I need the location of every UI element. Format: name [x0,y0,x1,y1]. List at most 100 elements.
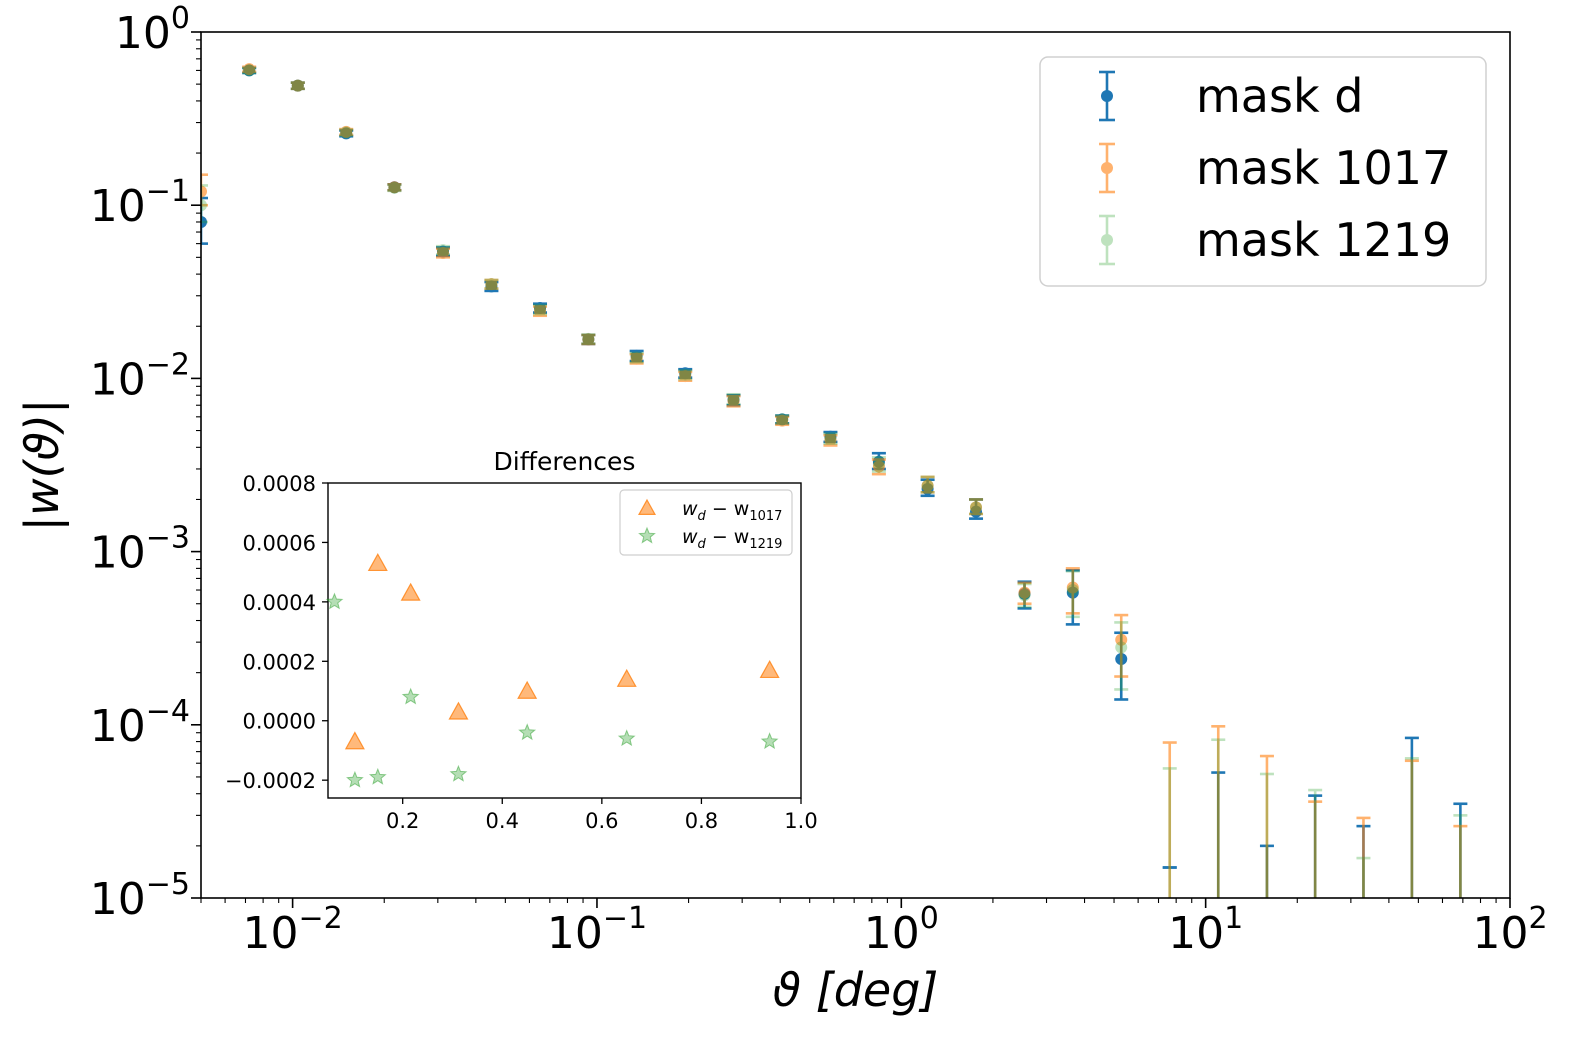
data-point [970,501,983,514]
data-point [921,479,934,492]
data-point [201,215,207,228]
inset-x-tick-label: 0.2 [386,809,419,833]
data-point [534,303,547,316]
inset-y-tick-label: −0.0002 [225,769,316,793]
data-point [582,332,595,345]
legend-marker [1099,70,1115,122]
y-tick-label: 10−2 [90,347,190,405]
data-point [776,414,789,427]
data-point [437,244,450,257]
inset-triangle-point [616,668,637,687]
data-point [727,393,740,406]
inset-triangle-point [400,582,421,601]
data-point [1066,581,1079,594]
legend-marker [1099,142,1115,194]
data-point [340,125,353,138]
inset-star-point [617,729,636,747]
inset-triangle-point [448,701,469,720]
data-point [1115,641,1128,654]
data-point [872,458,885,471]
data-point [824,432,837,445]
data-point [388,181,401,194]
inset-series-triangle [344,553,780,750]
inset-x-tick-label: 1.0 [784,809,817,833]
x-tick-label: 102 [1472,901,1547,959]
data-point [921,479,934,492]
inset-star-point [401,687,420,705]
y-tick-label: 10−1 [90,174,190,232]
inset-legend-triangle [637,498,657,515]
data-point [1018,586,1031,599]
inset-series-star [325,592,779,788]
data-point [679,368,692,381]
data-point [582,333,595,346]
data-point [201,199,207,212]
inset-y-tick-label: 0.0004 [243,591,316,615]
data-point [872,460,885,473]
data-point [776,413,789,426]
inset-star-point [325,592,344,610]
inset-plot: Differences 0.2 0.4 0.6 0.8 1.0 −0.0002 0.0000 0… [225,447,818,833]
legend-label: mask d [1196,69,1363,123]
inset-triangle-point [517,680,538,699]
main-legend: mask d mask 1017 mask 1219 [1039,56,1487,287]
y-tick-label: 10−3 [90,521,190,579]
inset-star-point [518,723,537,741]
x-tick-label: 10−2 [243,901,343,959]
y-tick-label: 10−5 [90,867,190,925]
inset-y-tick-label: 0.0008 [243,472,316,496]
data-point [291,79,304,92]
data-point [534,304,547,317]
inset-star-point [368,767,387,785]
data-point [485,278,498,291]
data-point [243,64,256,77]
inset-x-tick-label: 0.6 [585,809,618,833]
inset-x-tick-label: 0.8 [685,809,718,833]
legend-label: mask 1219 [1196,213,1451,267]
inset-star-point [760,732,779,750]
inset-legend-label: wd − w1219 [682,526,782,552]
data-point [291,79,304,92]
main-plot: 10−2 10−1 100 101 102 100 10−1 10−2 10−3 10−4 10−5… [15,1,1548,1017]
data-point [630,352,643,365]
inset-y-tick-label: 0.0006 [243,531,316,555]
inset-triangle-point [759,659,780,679]
data-point [727,395,740,408]
inset-title: Differences [494,447,636,476]
x-tick-label: 10−1 [547,901,647,959]
inset-legend-label: wd − w1017 [682,498,782,524]
data-point [630,351,643,364]
data-point [388,181,401,194]
data-point [340,126,353,139]
data-point [243,63,256,76]
x-tick-label: 100 [864,901,939,959]
data-point [437,246,450,259]
x-axis-title: ϑ [deg] [773,963,939,1017]
inset-triangle-point [367,553,388,572]
series-mask-1017 [201,63,1468,898]
x-tick-label: 101 [1168,901,1243,959]
legend-dot [1101,234,1113,246]
inset-triangle-point [344,731,365,750]
main-data [201,63,1468,898]
inset-star-point [346,770,364,788]
y-tick-label: 10−4 [90,694,190,752]
legend-marker [1099,214,1115,266]
y-tick-label: 100 [115,1,190,59]
data-point [485,278,498,291]
data-point [679,370,692,383]
y-axis-title: |w(ϑ)| [15,399,70,532]
data-point [201,185,207,198]
main-axes-frame [200,31,1511,899]
data-point [970,501,983,514]
inset-legend-box [619,489,793,556]
series-mask-1219 [201,64,1468,898]
inset-y-tick-label: 0.0000 [243,710,316,734]
legend-dot [1101,90,1113,102]
data-point [1115,633,1128,646]
inset-y-tick-label: 0.0002 [243,650,316,674]
legend-box [1039,56,1487,287]
data-point [1018,589,1031,602]
inset-x-tick-label: 0.4 [486,809,519,833]
